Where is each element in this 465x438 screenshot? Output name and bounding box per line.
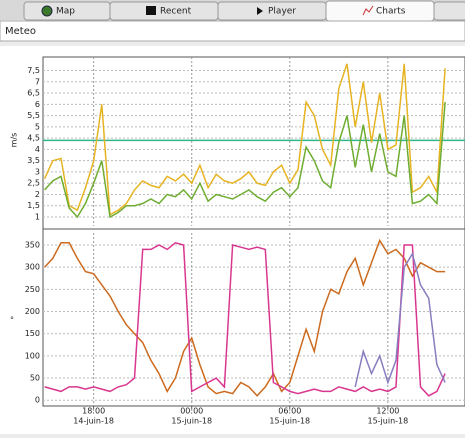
y-tick-label: 0 <box>35 396 40 405</box>
y-tick-label: 3 <box>35 167 40 176</box>
y-tick-label: 100 <box>25 351 40 360</box>
y-axis-title: ° <box>10 316 14 325</box>
icon <box>257 7 263 15</box>
y-tick-label: 1,5 <box>27 201 40 210</box>
x-tick-label: 18:00 <box>82 407 105 416</box>
y-tick-label: 50 <box>30 374 40 383</box>
series-line <box>44 238 446 397</box>
y-tick-label: 4 <box>35 145 40 154</box>
tab[interactable] <box>433 1 465 21</box>
y-tick-label: 250 <box>25 285 40 294</box>
y-axis-title: m/s <box>10 133 19 148</box>
series-line <box>44 241 446 397</box>
field-value: Meteo <box>5 26 36 37</box>
y-tick-label: 150 <box>25 329 40 338</box>
series-line <box>43 63 446 216</box>
tab-label: Recent <box>160 7 192 17</box>
icon <box>41 5 53 17</box>
y-tick-label: 3,5 <box>27 156 40 165</box>
x-tick-date: 15-juin-18 <box>367 417 408 426</box>
y-tick-label: 350 <box>25 240 40 249</box>
icon <box>146 6 156 15</box>
x-tick-label: 00:00 <box>180 407 203 416</box>
tab-label: Player <box>268 7 296 17</box>
y-tick-label: 200 <box>25 307 40 316</box>
tab-label: Map <box>56 7 75 17</box>
y-tick-label: 6,5 <box>27 89 40 98</box>
x-tick-date: 14-juin-18 <box>73 417 114 426</box>
x-tick-date: 15-juin-18 <box>171 417 212 426</box>
y-tick-label: 6 <box>35 100 40 109</box>
tab-label: Charts <box>376 7 406 17</box>
x-tick-label: 12:00 <box>376 407 399 416</box>
y-tick-label: 7 <box>35 77 40 86</box>
y-tick-label: 2 <box>35 190 40 199</box>
y-tick-label: 2,5 <box>27 179 40 188</box>
y-tick-label: 1 <box>35 212 40 221</box>
series-line <box>354 251 446 388</box>
y-tick-label: 7,5 <box>27 66 40 75</box>
y-tick-label: 4,5 <box>27 134 40 143</box>
icon <box>362 5 374 16</box>
series-line <box>44 102 446 219</box>
x-tick-label: 06:00 <box>278 407 301 416</box>
x-tick-date: 15-juin-18 <box>269 417 310 426</box>
y-tick-label: 5,5 <box>27 111 40 120</box>
y-tick-label: 5 <box>35 122 40 131</box>
y-tick-label: 300 <box>25 263 40 272</box>
field[interactable] <box>0 20 465 42</box>
plot-frame <box>42 56 465 407</box>
